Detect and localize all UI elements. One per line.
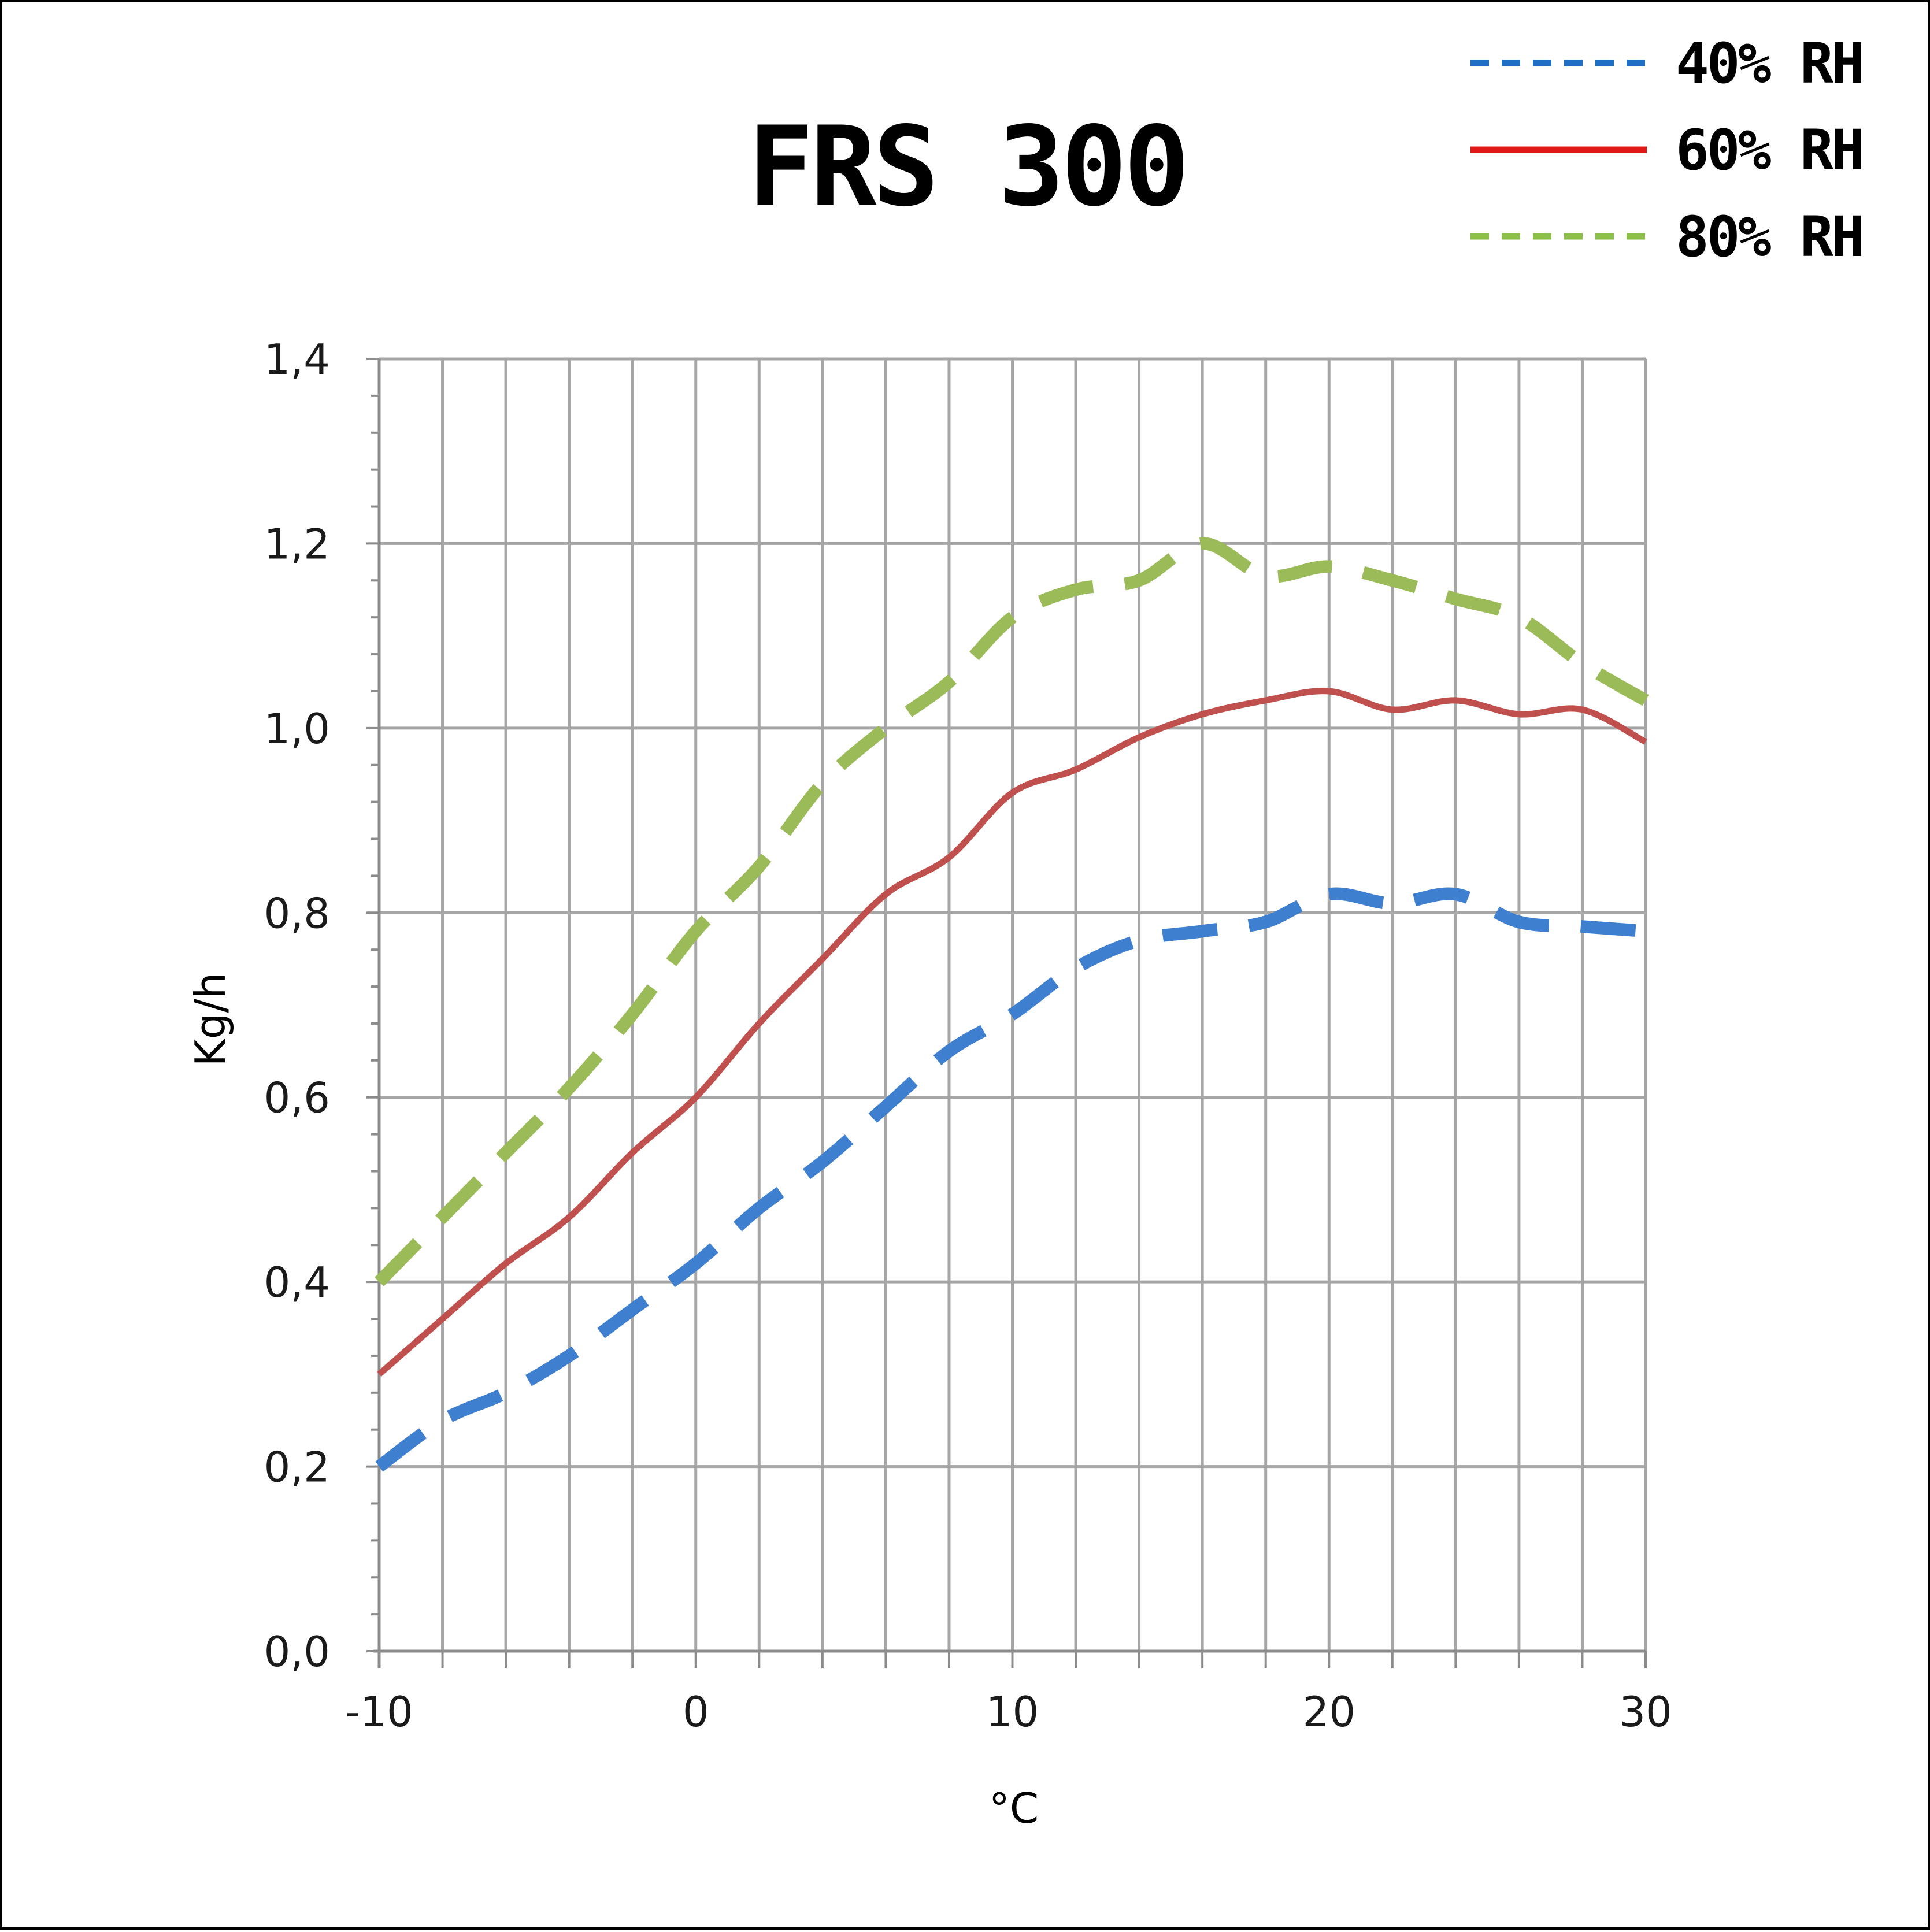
y-axis-label: Kg/h: [186, 973, 235, 1067]
legend-label: 80% RH: [1676, 205, 1862, 269]
y-tick-label: 0,6: [264, 1074, 330, 1122]
legend: 40% RH 60% RH 80% RH: [1470, 31, 1865, 269]
x-tick-label: 10: [986, 1688, 1039, 1736]
y-tick-label: 1,4: [264, 335, 330, 384]
y-tick-label: 0,8: [264, 889, 330, 937]
grid: [379, 357, 1647, 1651]
series-lines: [375, 537, 1649, 1472]
y-tick-label: 1,2: [264, 520, 330, 568]
y-tick-label: 1,0: [264, 704, 330, 753]
x-tick-label: 0: [683, 1688, 709, 1736]
series-line-80-rh: [375, 537, 1649, 1286]
x-tick-label: 30: [1619, 1688, 1672, 1736]
series-line-40-rh: [375, 887, 1646, 1472]
axes: 0,0 0,2 0,4 0,6 0,8 1,0 1,2 1,4 -10 0 10 20 30: [264, 335, 1672, 1736]
y-tick-label: 0,0: [264, 1627, 330, 1676]
legend-label: 60% RH: [1676, 118, 1862, 183]
x-tick-label: 20: [1302, 1688, 1355, 1736]
y-tick-label: 0,4: [264, 1258, 330, 1307]
chart-title: FRS 300: [748, 103, 1187, 231]
y-tick-label: 0,2: [264, 1443, 330, 1492]
series-line-60-rh: [377, 688, 1647, 1377]
legend-label: 40% RH: [1676, 31, 1862, 96]
x-axis-label: °C: [989, 1784, 1039, 1833]
x-tick-label: -10: [345, 1688, 413, 1736]
